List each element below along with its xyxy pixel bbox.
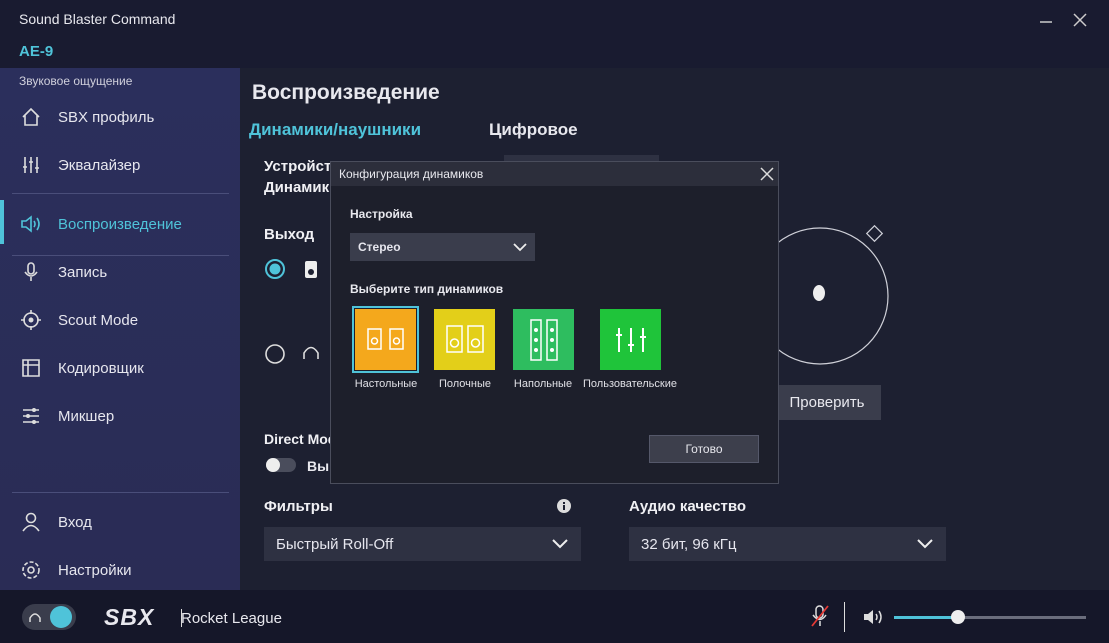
icon <box>22 512 40 532</box>
select-value: Быстрый Roll-Off <box>276 535 394 553</box>
nav-label: Вход <box>58 513 92 531</box>
divider <box>12 255 229 256</box>
close-button[interactable] <box>760 167 774 181</box>
volume-icon[interactable] <box>862 608 886 626</box>
tile-label: Полочные <box>438 378 492 390</box>
divider <box>12 193 229 194</box>
select-value: 32 бит, 96 кГц <box>641 535 737 553</box>
nav-item[interactable]: SBX профиль <box>0 97 240 137</box>
device-select[interactable] <box>504 155 659 161</box>
chevron <box>513 243 527 252</box>
nav-item[interactable]: Воспроизведение <box>0 204 240 244</box>
separator <box>844 602 845 632</box>
nav-label: SBX профиль <box>58 108 155 126</box>
profile-name: Rocket League <box>181 610 282 627</box>
device-name: AE-9 <box>19 43 54 60</box>
nav-item[interactable]: Кодировщик <box>0 348 240 388</box>
done-button[interactable]: Готово <box>649 435 759 463</box>
dialog-header: Конфигурация динамиков <box>331 162 778 186</box>
type-label: Выберите тип динамиков <box>350 282 504 296</box>
icon <box>21 310 41 330</box>
nav-item[interactable]: Настройки <box>0 550 240 590</box>
title-bar: Sound Blaster Command AE-9 <box>0 0 1109 68</box>
toggle-knob <box>266 458 280 472</box>
nav-item[interactable]: Scout Mode <box>0 300 240 340</box>
setting-select[interactable]: Стерео <box>350 233 535 261</box>
tab[interactable]: Динамики/наушники <box>249 120 422 139</box>
sidebar: Звуковое ощущение SBX профиль Эквалайзер… <box>0 68 240 590</box>
separator <box>181 609 182 627</box>
speaker-tile[interactable] <box>434 309 495 370</box>
headphone-icon <box>29 613 41 622</box>
dialog-title: Конфигурация динамиков <box>339 167 484 181</box>
speaker-tile[interactable] <box>352 306 419 373</box>
direct-mode-label: Direct Mode <box>264 431 345 447</box>
section-label: Звуковое ощущение <box>19 74 133 88</box>
tile-icon <box>366 327 404 350</box>
nav-item[interactable]: Вход <box>0 502 240 542</box>
window-controls[interactable] <box>1040 12 1100 28</box>
device-sub: Динамики <box>264 179 339 196</box>
nav-label: Запись <box>58 263 108 281</box>
mic-muted[interactable] <box>810 604 830 628</box>
device-label: Устройство <box>264 158 350 175</box>
page-title: Воспроизведение <box>252 81 440 104</box>
icon <box>22 359 40 377</box>
quality-select[interactable]: 32 бит, 96 кГц <box>629 527 946 561</box>
icon <box>23 157 39 173</box>
volume-track[interactable] <box>894 610 1086 624</box>
brand: SBX <box>104 604 155 630</box>
icon <box>22 107 40 126</box>
app-title: Sound Blaster Command <box>19 11 176 27</box>
toggle-knob <box>50 606 72 628</box>
info-icon[interactable] <box>556 498 572 514</box>
dialog: Конфигурация динамиков Настройка Стерео … <box>330 161 779 484</box>
icon <box>24 262 38 281</box>
output-options[interactable] <box>264 258 324 368</box>
icon <box>22 561 40 579</box>
speaker-diagram <box>770 224 889 365</box>
speaker-tile[interactable] <box>600 309 661 370</box>
nav-item[interactable]: Эквалайзер <box>0 145 240 185</box>
nav-item[interactable]: Запись <box>0 252 240 292</box>
nav-label: Scout Mode <box>58 311 139 329</box>
toggle[interactable] <box>266 458 296 472</box>
divider <box>12 492 229 493</box>
mode-toggle[interactable] <box>22 604 76 630</box>
volume-knob[interactable] <box>951 610 965 624</box>
test-button[interactable]: Проверить <box>773 385 881 420</box>
speaker-tile[interactable] <box>513 309 574 370</box>
nav-label: Микшер <box>58 407 115 425</box>
nav-label: Настройки <box>58 561 132 579</box>
nav-item[interactable]: Микшер <box>0 396 240 436</box>
icon <box>23 408 39 424</box>
footer-bar: SBX Rocket League <box>0 590 1109 643</box>
select-value: Стерео <box>358 240 401 254</box>
filters-label: Фильтры <box>264 498 333 515</box>
tab[interactable]: Цифровое <box>489 120 578 139</box>
tile-label: Пользовательские <box>583 378 677 390</box>
quality-label: Аудио качество <box>629 498 747 515</box>
tile-icon <box>615 327 646 352</box>
nav-label: Кодировщик <box>58 359 144 377</box>
active-indicator <box>0 200 4 244</box>
volume-fill <box>894 616 957 619</box>
tile-icon <box>529 318 558 361</box>
tile-label: Напольные <box>513 378 573 390</box>
chevron <box>917 539 933 549</box>
nav-label: Эквалайзер <box>58 156 141 174</box>
tile-label: Настольные <box>354 378 418 390</box>
setting-label: Настройка <box>350 207 413 221</box>
tile-icon <box>445 324 484 353</box>
icon <box>21 215 40 233</box>
filters-select[interactable]: Быстрый Roll-Off <box>264 527 581 561</box>
chevron <box>552 539 568 549</box>
nav-label: Воспроизведение <box>58 215 182 233</box>
output-label: Выход <box>264 226 315 243</box>
